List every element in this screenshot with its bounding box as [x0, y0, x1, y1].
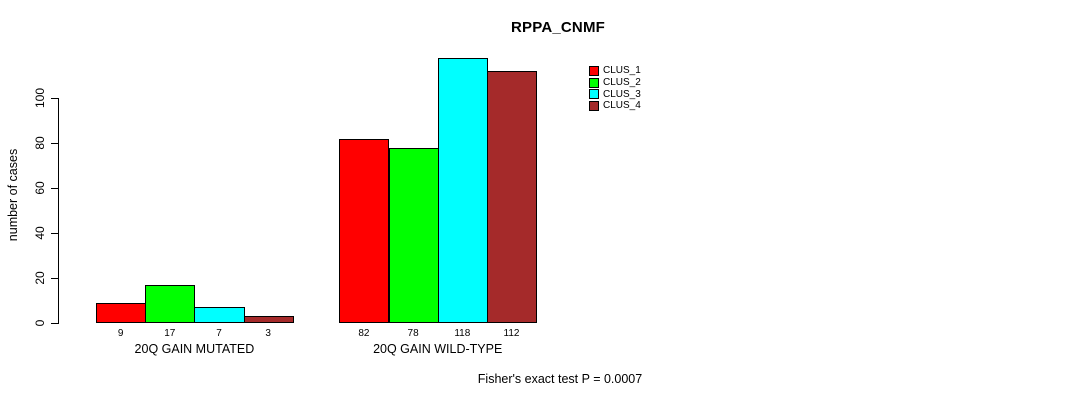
legend-label: CLUS_2 [603, 77, 641, 88]
y-tick-label: 80 [33, 136, 47, 150]
bar-clus_2-group1 [145, 284, 196, 323]
stat-test-label: Fisher's exact test P = 0.0007 [477, 372, 643, 386]
bar-value-label: 82 [358, 328, 370, 339]
bar-clus_1-group2 [339, 138, 390, 323]
chart-title: RPPA_CNMF [510, 19, 606, 36]
legend-label: CLUS_3 [603, 88, 641, 100]
y-tick-label: 60 [33, 181, 47, 195]
y-axis-tick [51, 323, 58, 324]
bar-clus_4-group1 [243, 316, 294, 323]
bar-clus_4-group2 [486, 71, 538, 323]
group-label-1: 20Q GAIN MUTATED [134, 341, 255, 356]
y-axis-tick [51, 278, 58, 280]
y-axis-tick [51, 188, 58, 190]
legend-label: CLUS_1 [603, 65, 641, 77]
legend-swatch [589, 89, 599, 100]
y-tick-label: 40 [33, 226, 47, 240]
legend-swatch [589, 77, 599, 88]
bar-value-label: 17 [164, 328, 176, 339]
bar-value-label: 112 [503, 328, 520, 339]
bar-clus_3-group2 [437, 57, 488, 323]
y-axis-label: number of cases [6, 148, 20, 242]
y-tick-label: 0 [33, 319, 47, 327]
y-tick-label: 20 [33, 271, 47, 285]
bar-value-label: 7 [216, 328, 222, 339]
bar-clus_2-group2 [388, 147, 439, 323]
y-axis-tick [51, 233, 58, 235]
bar-clus_1-group1 [96, 302, 147, 323]
y-tick-label: 100 [33, 88, 47, 109]
bar-value-label: 3 [265, 328, 271, 339]
legend-swatch [589, 65, 599, 76]
group-label-2: 20Q GAIN WILD-TYPE [373, 341, 503, 356]
legend-label: CLUS_4 [603, 100, 641, 112]
y-axis-tick [51, 143, 58, 145]
legend-swatch [589, 100, 599, 111]
bar-value-label: 118 [454, 328, 471, 339]
bar-clus_3-group1 [194, 307, 245, 323]
bar-value-label: 78 [407, 328, 419, 339]
bar-value-label: 9 [117, 328, 124, 339]
y-axis-tick [51, 98, 58, 100]
y-axis-line [58, 98, 59, 324]
